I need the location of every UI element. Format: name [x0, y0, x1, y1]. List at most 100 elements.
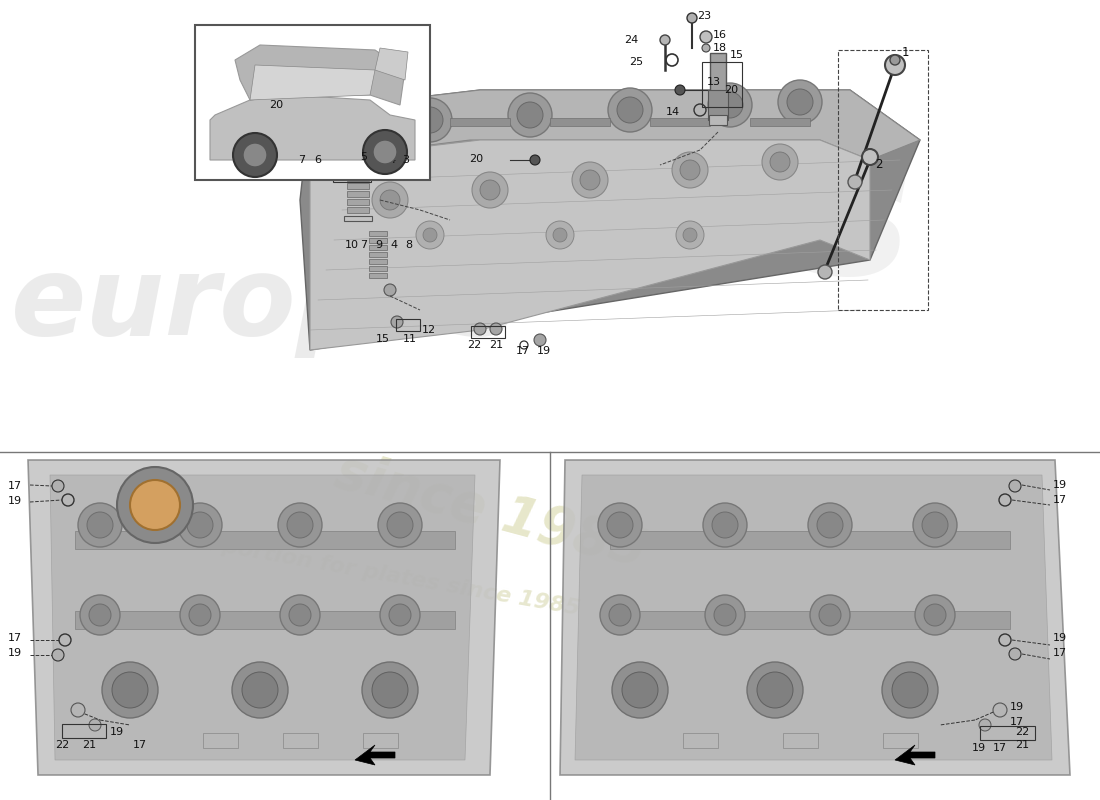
Text: 13: 13	[707, 77, 721, 87]
Bar	[346, 199, 368, 205]
Circle shape	[617, 97, 643, 123]
Bar	[346, 167, 368, 173]
Bar	[346, 151, 368, 157]
Bar	[450, 118, 510, 126]
Bar	[195, 25, 430, 180]
Circle shape	[608, 88, 652, 132]
Bar	[471, 326, 505, 338]
Bar	[363, 733, 397, 747]
Text: 15: 15	[376, 334, 390, 344]
Text: 17: 17	[1053, 495, 1067, 505]
Circle shape	[474, 323, 486, 335]
Bar	[346, 191, 368, 197]
Bar	[346, 175, 368, 181]
Circle shape	[350, 127, 366, 143]
Polygon shape	[210, 95, 415, 160]
Text: 21: 21	[1015, 740, 1030, 750]
Text: a portion for plates since 1985: a portion for plates since 1985	[198, 533, 582, 619]
Circle shape	[553, 228, 566, 242]
Bar	[368, 273, 387, 278]
Circle shape	[372, 672, 408, 708]
Text: 7: 7	[360, 240, 367, 250]
Circle shape	[362, 662, 418, 718]
Circle shape	[660, 35, 670, 45]
Circle shape	[702, 44, 710, 52]
Polygon shape	[310, 140, 870, 350]
Text: 24: 24	[624, 35, 638, 45]
Text: 10: 10	[345, 240, 359, 250]
Circle shape	[372, 182, 408, 218]
Circle shape	[700, 31, 712, 43]
Text: 8: 8	[405, 240, 412, 250]
Circle shape	[572, 162, 608, 198]
Polygon shape	[375, 48, 408, 80]
Circle shape	[762, 144, 798, 180]
Circle shape	[424, 228, 437, 242]
Text: 6: 6	[314, 155, 321, 165]
Circle shape	[818, 265, 832, 279]
Polygon shape	[895, 745, 935, 765]
Bar	[708, 90, 728, 120]
Circle shape	[534, 334, 546, 346]
Circle shape	[598, 503, 642, 547]
Circle shape	[922, 512, 948, 538]
Circle shape	[102, 662, 158, 718]
Circle shape	[89, 604, 111, 626]
Bar	[344, 215, 372, 221]
Circle shape	[607, 512, 632, 538]
Circle shape	[612, 662, 668, 718]
Polygon shape	[310, 90, 920, 160]
Text: 22: 22	[1015, 727, 1030, 737]
Circle shape	[243, 143, 267, 167]
Circle shape	[688, 13, 697, 23]
Circle shape	[379, 190, 400, 210]
Text: 17: 17	[1010, 717, 1024, 727]
Text: 5: 5	[360, 152, 367, 162]
Circle shape	[714, 604, 736, 626]
Text: 19: 19	[1053, 480, 1067, 490]
Bar	[62, 724, 106, 738]
Circle shape	[862, 149, 878, 165]
Text: 17: 17	[993, 743, 1008, 753]
Circle shape	[621, 672, 658, 708]
Bar	[838, 50, 928, 310]
Text: 17: 17	[516, 346, 530, 356]
Text: 17: 17	[1053, 648, 1067, 658]
Circle shape	[52, 649, 64, 661]
Circle shape	[705, 595, 745, 635]
Text: 19: 19	[1010, 702, 1024, 712]
Bar	[650, 118, 710, 126]
Bar	[710, 53, 726, 107]
Circle shape	[683, 228, 697, 242]
Circle shape	[747, 662, 803, 718]
Bar	[368, 251, 387, 257]
Text: 12: 12	[422, 325, 436, 335]
Text: 17: 17	[8, 481, 22, 491]
Circle shape	[287, 512, 314, 538]
Text: es: es	[682, 136, 912, 312]
Circle shape	[609, 604, 631, 626]
Circle shape	[517, 102, 543, 128]
Bar	[346, 207, 368, 213]
Circle shape	[130, 480, 180, 530]
Circle shape	[1009, 648, 1021, 660]
Circle shape	[993, 703, 1007, 717]
Polygon shape	[300, 90, 920, 350]
Bar	[882, 733, 917, 747]
Bar	[75, 531, 455, 549]
Circle shape	[189, 604, 211, 626]
Circle shape	[882, 662, 938, 718]
Circle shape	[178, 503, 222, 547]
Text: 11: 11	[403, 334, 417, 344]
Polygon shape	[235, 45, 405, 105]
Text: 20: 20	[724, 85, 738, 95]
Circle shape	[546, 221, 574, 249]
Circle shape	[580, 170, 600, 190]
Bar	[980, 726, 1035, 740]
Bar	[368, 230, 387, 235]
Text: 25: 25	[629, 57, 644, 67]
Circle shape	[389, 604, 411, 626]
Text: 22: 22	[55, 740, 69, 750]
Text: 9: 9	[375, 240, 382, 250]
Circle shape	[345, 130, 355, 140]
